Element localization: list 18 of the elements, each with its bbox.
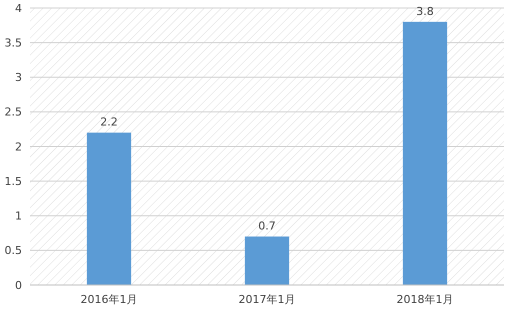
x-tick-label: 2017年1月 [238,293,296,306]
x-tick-label: 2018年1月 [396,293,454,306]
y-tick-label: 4 [15,2,22,15]
bar [244,236,290,285]
y-tick-label: 1 [15,210,22,223]
y-tick-label: 0 [15,278,22,292]
x-tick-label: 2016年1月 [80,293,138,306]
y-tick-label: 2.5 [4,106,22,119]
y-tick-label: 3 [15,71,22,84]
y-tick-label: 2 [15,140,22,154]
bar [86,132,132,285]
y-tick-label: 0.5 [4,244,22,258]
data-label: 3.8 [416,4,434,18]
bar [402,22,448,285]
y-tick-label: 3.5 [4,36,22,50]
data-label: 2.2 [100,116,118,129]
y-tick-label: 1.5 [4,174,22,188]
data-label: 0.7 [258,220,276,233]
